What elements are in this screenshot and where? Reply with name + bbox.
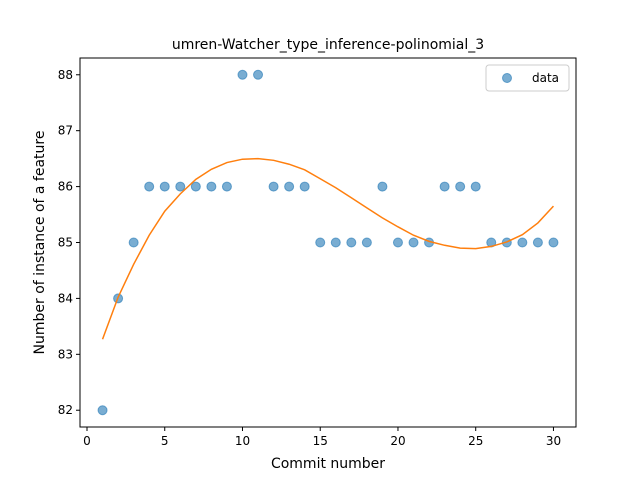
data-point <box>237 69 248 80</box>
y-tick-label: 86 <box>58 180 73 194</box>
data-point <box>517 237 528 248</box>
y-tick-label: 85 <box>58 236 73 250</box>
y-tick-label: 83 <box>58 347 73 361</box>
x-tick-label: 10 <box>235 434 250 448</box>
x-tick-label: 15 <box>313 434 328 448</box>
y-tick-label: 87 <box>58 124 73 138</box>
data-point <box>346 237 357 248</box>
data-point <box>175 181 186 192</box>
x-tick-label: 5 <box>161 434 169 448</box>
data-point <box>128 237 139 248</box>
data-point <box>159 181 170 192</box>
data-point <box>439 181 450 192</box>
data-point <box>144 181 155 192</box>
legend-label: data <box>532 71 559 85</box>
data-point <box>470 181 481 192</box>
series-layer <box>97 69 559 416</box>
x-tick-label: 0 <box>83 434 91 448</box>
data-point <box>97 405 108 416</box>
x-tick-label: 30 <box>546 434 561 448</box>
data-point <box>330 237 341 248</box>
x-tick-label: 25 <box>468 434 483 448</box>
data-point <box>206 181 217 192</box>
legend-box <box>485 64 570 92</box>
data-point <box>392 237 403 248</box>
data-point <box>315 237 326 248</box>
data-point <box>221 181 232 192</box>
chart-title: umren-Watcher_type_inference-polinomial_… <box>172 37 484 53</box>
data-point <box>361 237 372 248</box>
data-point <box>284 181 295 192</box>
data-point <box>408 237 419 248</box>
legend-marker <box>502 73 512 83</box>
y-tick-label: 82 <box>58 403 73 417</box>
data-point <box>548 237 559 248</box>
data-point <box>377 181 388 192</box>
data-point <box>268 181 279 192</box>
y-axis: 82 83 84 85 86 87 88 <box>58 68 80 417</box>
legend: data <box>485 64 570 92</box>
plot-area <box>80 58 576 427</box>
data-point <box>532 237 543 248</box>
y-tick-label: 84 <box>58 291 73 305</box>
data-point <box>190 181 201 192</box>
polynomial-fit-line <box>101 157 555 340</box>
x-axis-title: Commit number <box>271 456 385 472</box>
x-tick-label: 20 <box>390 434 405 448</box>
data-point <box>455 181 466 192</box>
x-axis: 0 5 10 15 20 25 30 <box>83 427 561 448</box>
data-point <box>299 181 310 192</box>
y-tick-label: 88 <box>58 68 73 82</box>
y-axis-title: Number of instance of a feature <box>32 131 48 355</box>
data-point <box>253 69 264 80</box>
